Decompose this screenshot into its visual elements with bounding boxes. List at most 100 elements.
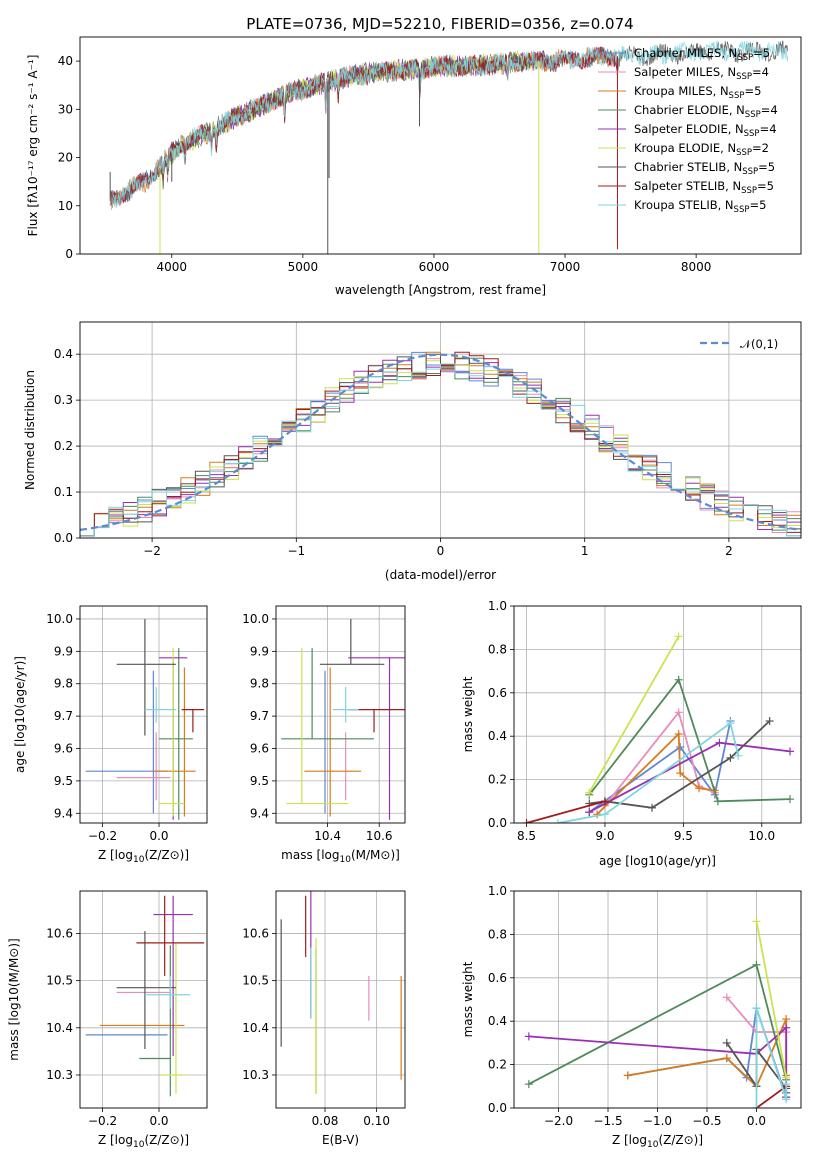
weight-marker bbox=[782, 1023, 791, 1032]
x-tick-label: 10.6 bbox=[366, 829, 393, 843]
x-axis-label-main: mass [log bbox=[281, 848, 339, 862]
x-axis-label: E(B-V) bbox=[322, 1133, 359, 1147]
axes-frame bbox=[79, 890, 208, 1109]
weight-marker bbox=[722, 1054, 731, 1063]
x-axis-label: (data-model)/error bbox=[385, 568, 496, 582]
y-tick-label: 0.4 bbox=[488, 729, 507, 743]
weight-marker bbox=[734, 751, 743, 760]
errorbar-point-6 bbox=[116, 618, 176, 736]
weight-line-7 bbox=[526, 800, 606, 823]
errorbar-point-3 bbox=[139, 945, 171, 1097]
y-tick-label: 0.1 bbox=[54, 485, 73, 499]
x-axis-label-main: Z [log bbox=[98, 848, 133, 862]
x-axis-label-sub: 10 bbox=[647, 1140, 659, 1150]
y-axis-label: age [log10(age/yr)] bbox=[13, 656, 27, 773]
x-tick-label: −1.5 bbox=[593, 1114, 622, 1128]
x-tick-label: 10.4 bbox=[314, 829, 341, 843]
weight-marker bbox=[676, 769, 685, 778]
weight-line-4 bbox=[528, 1025, 788, 1098]
x-axis-label: wavelength [Angstrom, rest frame] bbox=[335, 283, 546, 297]
y-tick-label: 0.0 bbox=[488, 816, 507, 830]
age-vs-mass-panel-marks bbox=[281, 618, 405, 820]
x-tick-label: 0 bbox=[437, 544, 445, 558]
legend-label-main: Chabrier ELODIE, N bbox=[634, 103, 745, 117]
legend-label-main: Chabrier MILES, N bbox=[634, 46, 737, 60]
legend-label-sub: SSP bbox=[736, 72, 752, 82]
weight-marker bbox=[722, 993, 731, 1002]
weight-vs-metallicity-panel: −2.0 −1.5 −1.0 −0.5 0.0 0.0 0.2 0.4 0.6 0.8 1.0 Z [… bbox=[461, 884, 802, 1150]
y-axis-label: Normed distribution bbox=[23, 370, 37, 490]
y-tick-label: 0.0 bbox=[54, 531, 73, 545]
residual-panel: −2 −1 0 1 2 0.0 0.1 0.2 0.3 0.4 (data-model)/error… bbox=[23, 321, 802, 582]
y-tick-label: 9.7 bbox=[54, 709, 73, 723]
y-tick-label: 9.9 bbox=[54, 644, 73, 658]
legend-label-main: Salpeter STELIB, N bbox=[634, 179, 741, 193]
histogram-lines bbox=[80, 351, 801, 537]
y-tick-label: 9.7 bbox=[250, 709, 269, 723]
x-tick-label: −1 bbox=[287, 544, 305, 558]
y-tick-label: 9.8 bbox=[250, 677, 269, 691]
y-tick-label: 10.4 bbox=[242, 1021, 269, 1035]
errorbar-point-7 bbox=[348, 709, 405, 733]
weight-marker bbox=[600, 797, 609, 806]
spectrum-panel: 4000 5000 6000 7000 8000 0 10 20 30 40 wavelength … bbox=[26, 36, 802, 297]
y-tick-label: 0.0 bbox=[488, 1101, 507, 1115]
y-tick-label: 10.3 bbox=[46, 1068, 73, 1082]
y-tick-label: 10.6 bbox=[242, 926, 269, 940]
legend-label-sub: SSP bbox=[737, 53, 753, 63]
y-tick-label: 9.4 bbox=[54, 806, 73, 820]
weight-line-5 bbox=[755, 921, 788, 1078]
weight-marker bbox=[695, 784, 704, 793]
x-tick-label: −1.0 bbox=[643, 1114, 672, 1128]
legend-label-tail: =4 bbox=[752, 65, 769, 79]
legend-label-sub: SSP bbox=[734, 205, 750, 215]
x-tick-label: 0.0 bbox=[149, 1114, 168, 1128]
y-tick-label: 0.2 bbox=[488, 1058, 507, 1072]
x-axis-label-tail: (Z/Z⊙)] bbox=[144, 848, 189, 862]
legend-label: Salpeter ELODIE, NSSP=4 bbox=[634, 122, 777, 139]
x-axis-label: mass [log10(M/M⊙)] bbox=[281, 848, 400, 865]
x-tick-label: 0.0 bbox=[149, 829, 168, 843]
y-tick-label: 10.0 bbox=[46, 612, 73, 626]
legend-label-main: Kroupa ELODIE, N bbox=[634, 141, 736, 155]
errorbar-point-3 bbox=[281, 648, 375, 740]
x-axis-label-tail: (M/M⊙)] bbox=[351, 848, 400, 862]
weight-vs-age-panel-lines bbox=[522, 632, 795, 823]
y-tick-label: 0.3 bbox=[54, 393, 73, 407]
weight-marker bbox=[674, 708, 683, 717]
errorbar-point-1 bbox=[116, 732, 171, 801]
x-axis-label: Z [log10(Z/Z⊙)] bbox=[98, 1133, 189, 1150]
legend-label: Kroupa ELODIE, NSSP=2 bbox=[634, 141, 769, 158]
weight-marker bbox=[752, 960, 761, 969]
legend-label: Chabrier ELODIE, NSSP=4 bbox=[634, 103, 778, 120]
weight-line-3 bbox=[588, 677, 791, 803]
errorbar-point-3 bbox=[159, 648, 193, 820]
x-tick-label: 2 bbox=[725, 544, 733, 558]
spectrum-lines bbox=[109, 40, 789, 254]
y-tick-label: 0.4 bbox=[488, 1014, 507, 1028]
y-tick-label: 9.6 bbox=[54, 742, 73, 756]
weight-line-1 bbox=[604, 710, 716, 807]
axes-frame bbox=[79, 605, 208, 824]
weight-marker bbox=[722, 1038, 731, 1047]
x-tick-label: 0.10 bbox=[363, 1114, 390, 1128]
x-tick-label: 7000 bbox=[550, 260, 581, 274]
y-tick-label: 9.5 bbox=[250, 774, 269, 788]
weight-marker bbox=[752, 1004, 761, 1013]
errorbar-point-5 bbox=[159, 648, 185, 817]
x-tick-label: 0.0 bbox=[747, 1114, 766, 1128]
weight-marker bbox=[600, 810, 609, 819]
weight-marker bbox=[585, 808, 594, 817]
age-vs-mass-panel: 10.4 10.6 9.4 9.5 9.6 9.7 9.8 9.9 10.0 mass [log1… bbox=[242, 605, 406, 865]
x-tick-label: 10.0 bbox=[748, 829, 775, 843]
x-axis-label-main: Z [log bbox=[98, 1133, 133, 1147]
x-tick-label: 4000 bbox=[156, 260, 187, 274]
x-axis-label-sub: 10 bbox=[133, 855, 145, 865]
errorbar-point-2 bbox=[153, 667, 196, 817]
weight-marker bbox=[782, 1015, 791, 1024]
y-axis-label: Flux [fλ10⁻¹⁷ erg cm⁻² s⁻¹ A⁻¹] bbox=[26, 55, 40, 237]
errorbar-point-6 bbox=[116, 931, 176, 1050]
errorbar-point-7 bbox=[181, 709, 205, 733]
y-tick-label: 20 bbox=[58, 151, 73, 165]
